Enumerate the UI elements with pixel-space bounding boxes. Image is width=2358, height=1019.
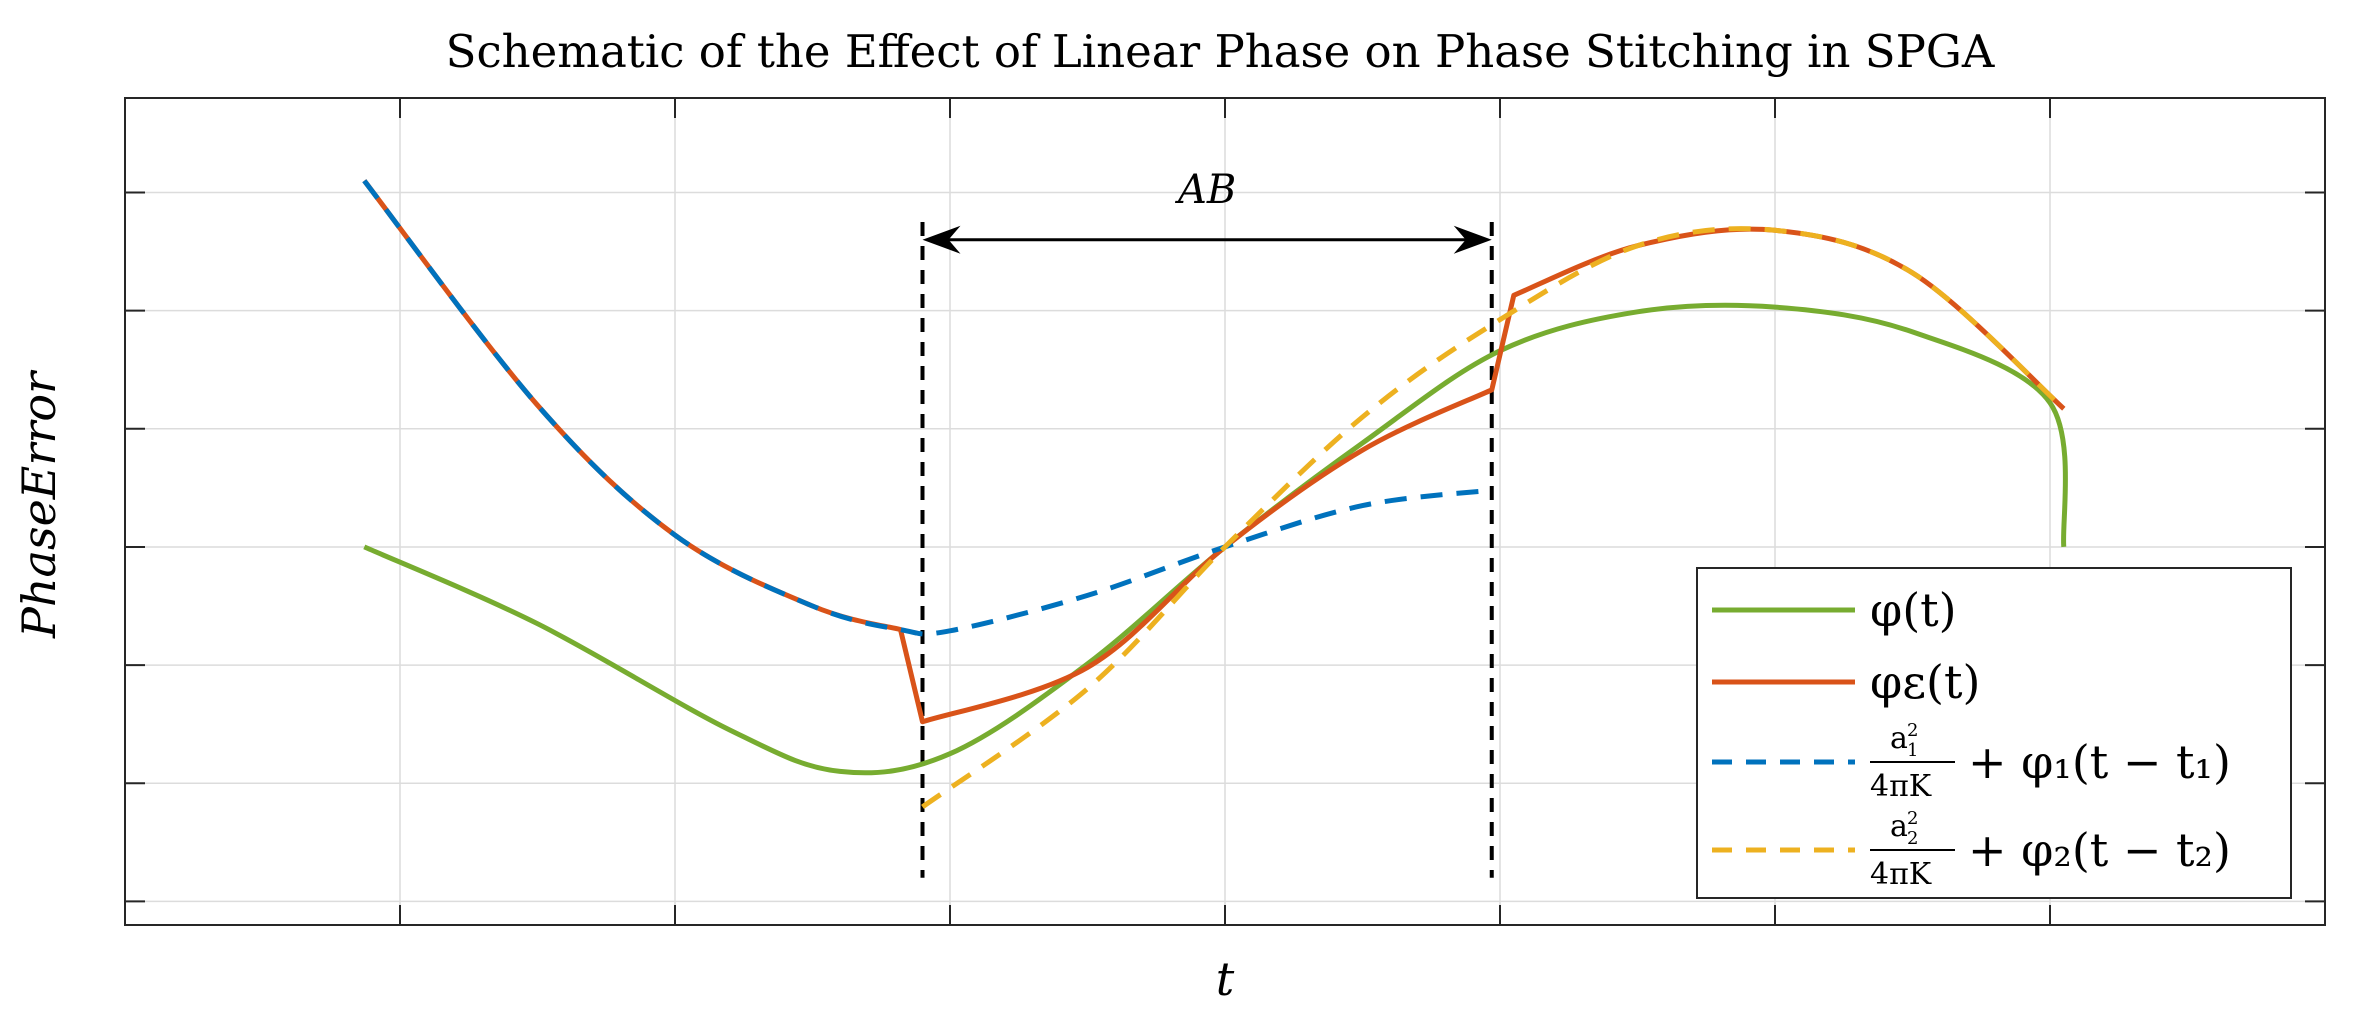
y-axis-label: PhaseError [12,369,66,639]
tick-marks [125,98,2325,925]
legend-label-seg2: a 2 2 4πK + φ₂(t − t₂) [1870,808,2231,892]
ab-arrow-head-left [922,225,961,254]
x-axis-label: t [1216,952,1235,1006]
series-line-3 [921,226,2066,809]
legend-seg2-a: a [1890,809,1908,844]
chart-title: Schematic of the Effect of Linear Phase … [446,25,1995,78]
legend-seg2-sub: 2 [1907,828,1918,849]
legend-box [1696,567,2292,899]
legend-seg1-rest: + φ₁(t − t₁) [1968,735,2231,789]
legend-seg1-den: 4πK [1870,769,1932,804]
legend-seg2-den: 4πK [1870,857,1932,892]
legend: φ(t) φε(t) a 2 1 4πK + φ₁(t − t₁) a 2 2 … [1696,567,2292,899]
legend-seg2-sup: 2 [1907,808,1918,829]
series-group [362,179,2068,809]
ab-arrow-head-right [1453,225,1492,254]
ab-annotation: AB [922,167,1492,254]
legend-seg1-a: a [1890,721,1908,756]
plot-frame [124,97,2326,926]
legend-label-phi-eps: φε(t) [1870,655,1980,709]
legend-seg1-sub: 1 [1907,740,1918,761]
series-line-2 [362,179,1493,637]
legend-label-seg1: a 2 1 4πK + φ₁(t − t₁) [1870,720,2231,804]
legend-seg2-rest: + φ₂(t − t₂) [1968,823,2231,877]
ab-label: AB [1174,167,1236,213]
legend-label-phi: φ(t) [1870,583,1957,637]
legend-seg1-sup: 2 [1907,720,1918,741]
segment-boundaries [920,222,1494,878]
